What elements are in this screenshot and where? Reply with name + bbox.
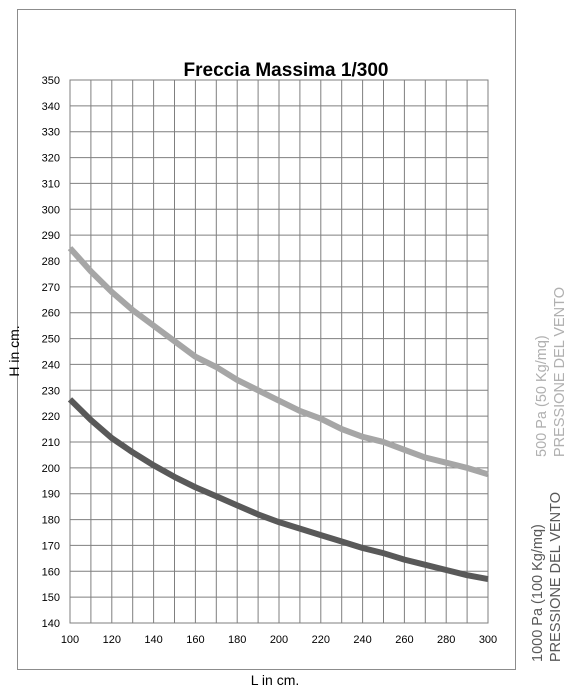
y-tick-label: 350 (42, 75, 60, 87)
x-tick-label: 120 (103, 634, 121, 646)
x-tick-label: 200 (270, 634, 288, 646)
y-tick-label: 230 (42, 385, 60, 397)
y-tick-label: 220 (42, 411, 60, 423)
y-tick-label: 180 (42, 515, 60, 527)
y-tick-label: 280 (42, 256, 60, 268)
x-tick-label: 160 (186, 634, 204, 646)
grid (69, 79, 489, 624)
series-line-2 (67, 397, 489, 582)
legend-entry-1: 500 Pa (50 Kg/mq) PRESSIONE DEL VENTO (534, 287, 568, 457)
x-tick-label: 180 (228, 634, 246, 646)
chart-title: Freccia Massima 1/300 (184, 60, 389, 81)
y-tick-label: 260 (42, 308, 60, 320)
y-tick-label: 250 (42, 334, 60, 346)
series-line-1 (67, 246, 489, 478)
legend: 500 Pa (50 Kg/mq) PRESSIONE DEL VENTO1000… (530, 287, 568, 662)
y-tick-label: 240 (42, 359, 60, 371)
y-tick-label: 320 (42, 153, 60, 165)
legend-entry-2: 1000 Pa (100 Kg/mq) PRESSIONE DEL VENTO (530, 492, 564, 662)
x-tick-label: 300 (479, 634, 497, 646)
legend-text: 1000 Pa (100 Kg/mq) (530, 524, 546, 662)
y-tick-label: 170 (42, 540, 60, 552)
y-tick-label: 310 (42, 178, 60, 190)
y-tick-label: 290 (42, 230, 60, 242)
series-layer (67, 246, 489, 582)
x-tick-label: 240 (353, 634, 371, 646)
y-tick-label: 210 (42, 437, 60, 449)
x-tick-label: 140 (144, 634, 162, 646)
legend-text: 500 Pa (50 Kg/mq) (534, 335, 550, 457)
y-tick-label: 270 (42, 282, 60, 294)
x-axis-title: L in cm. (251, 672, 300, 688)
x-tick-label: 220 (312, 634, 330, 646)
plot-area (69, 79, 489, 624)
legend-text: PRESSIONE DEL VENTO (548, 492, 564, 662)
x-tick-label: 280 (437, 634, 455, 646)
y-tick-label: 160 (42, 566, 60, 578)
y-tick-label: 190 (42, 489, 60, 501)
y-tick-label: 340 (42, 101, 60, 113)
y-tick-label: 140 (42, 618, 60, 630)
y-tick-label: 200 (42, 463, 60, 475)
y-axis-title: H in cm. (6, 325, 22, 376)
y-tick-label: 150 (42, 592, 60, 604)
y-tick-label: 300 (42, 204, 60, 216)
legend-text: PRESSIONE DEL VENTO (552, 287, 568, 457)
y-tick-label: 330 (42, 127, 60, 139)
x-tick-label: 260 (395, 634, 413, 646)
x-tick-label: 100 (61, 634, 79, 646)
axis-layer: 140 150 160 170 180 190 200 210 220 230 240 250 260 2… (42, 75, 498, 646)
chart-frame (17, 9, 516, 670)
